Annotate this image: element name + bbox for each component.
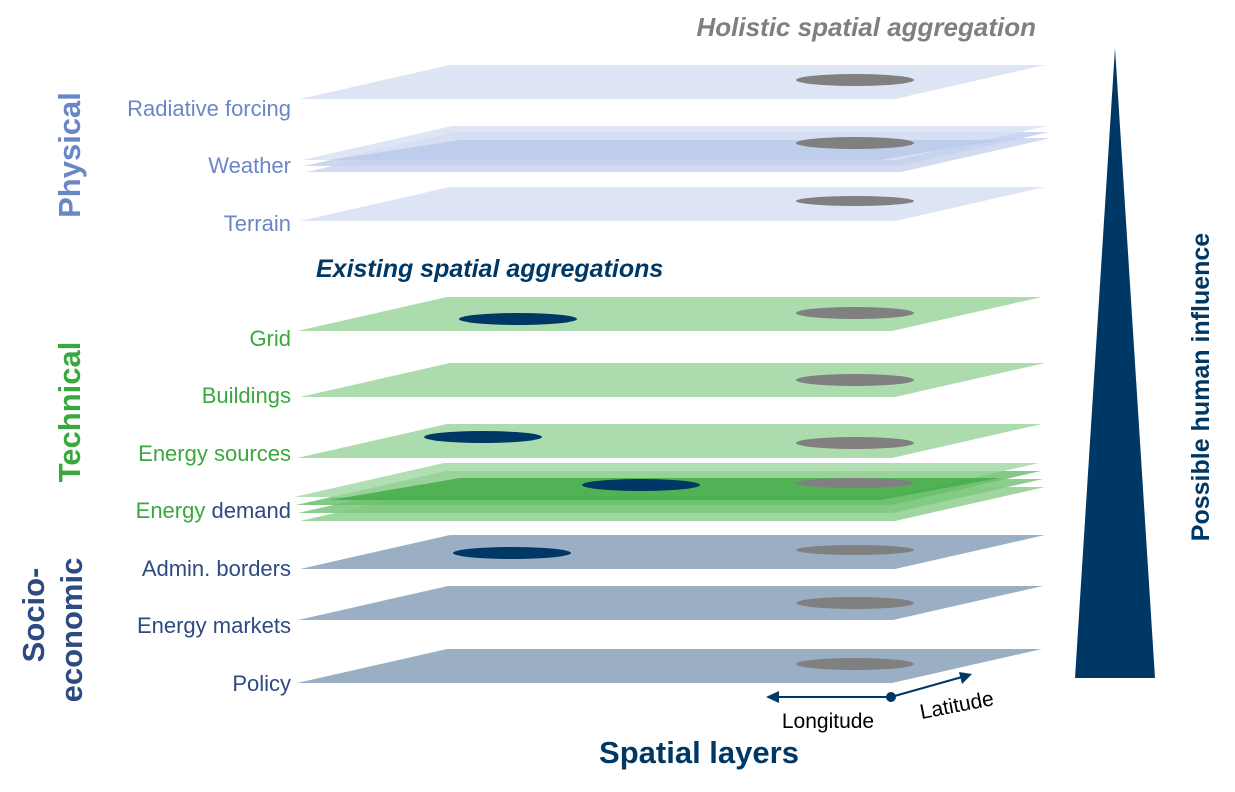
label-energy-demand: Energy demand	[136, 498, 291, 523]
label-energy-demand-part1: Energy	[136, 498, 206, 523]
plane-policy	[297, 649, 1042, 683]
category-physical: Physical	[52, 92, 87, 218]
longitude-arrowhead	[766, 691, 779, 703]
holistic-marker-buildings	[796, 374, 914, 386]
label-grid: Grid	[249, 326, 291, 351]
latitude-label: Latitude	[918, 687, 996, 724]
holistic-marker-terrain	[796, 196, 914, 206]
holistic-marker-energy-sources	[796, 437, 914, 449]
technical-layers	[294, 297, 1045, 521]
existing-marker-grid	[459, 313, 577, 325]
category-technical: Technical	[52, 342, 87, 483]
latitude-axis-line	[890, 676, 963, 698]
plane-energy-markets	[298, 586, 1043, 620]
label-buildings: Buildings	[202, 383, 291, 408]
label-policy: Policy	[232, 671, 291, 696]
holistic-marker-weather	[796, 137, 914, 149]
category-socio-line1: Socio-	[16, 568, 51, 663]
physical-layers	[300, 65, 1051, 221]
plane-energy-sources	[297, 424, 1042, 458]
holistic-aggregation-heading: Holistic spatial aggregation	[696, 12, 1036, 42]
holistic-marker-policy	[796, 658, 914, 670]
holistic-marker-energy-demand	[796, 478, 914, 488]
holistic-marker-admin-borders	[796, 545, 914, 555]
plane-buildings	[300, 363, 1045, 397]
existing-aggregations-heading: Existing spatial aggregations	[316, 255, 663, 283]
plane-radiative-forcing	[300, 65, 1045, 99]
existing-marker-energy-demand	[582, 479, 700, 491]
label-energy-demand-part2: demand	[211, 498, 291, 523]
latitude-arrowhead	[959, 672, 972, 684]
axis-origin-dot	[886, 692, 896, 702]
existing-marker-admin-borders	[453, 547, 571, 559]
holistic-marker-radiative-forcing	[796, 74, 914, 86]
layer-labels: Radiative forcing Weather Terrain Grid B…	[127, 96, 291, 696]
longitude-label: Longitude	[782, 710, 874, 733]
spatial-layers-title: Spatial layers	[599, 735, 799, 770]
label-energy-markets: Energy markets	[137, 613, 291, 638]
label-terrain: Terrain	[224, 211, 291, 236]
plane-grid	[297, 297, 1042, 331]
label-energy-sources: Energy sources	[138, 441, 291, 466]
socio-economic-layers	[297, 535, 1045, 683]
human-influence-label: Possible human influence	[1187, 233, 1215, 541]
label-radiative-forcing: Radiative forcing	[127, 96, 291, 121]
label-admin-borders: Admin. borders	[142, 556, 291, 581]
label-weather: Weather	[208, 153, 291, 178]
holistic-marker-energy-markets	[796, 597, 914, 609]
category-socio-line2: economic	[54, 558, 89, 703]
plane-terrain	[300, 187, 1045, 221]
category-labels: Physical Technical Socio- economic	[16, 92, 89, 702]
human-influence-wedge	[1075, 48, 1155, 678]
holistic-marker-grid	[796, 307, 914, 319]
plane-admin-borders	[300, 535, 1045, 569]
existing-marker-energy-sources	[424, 431, 542, 443]
